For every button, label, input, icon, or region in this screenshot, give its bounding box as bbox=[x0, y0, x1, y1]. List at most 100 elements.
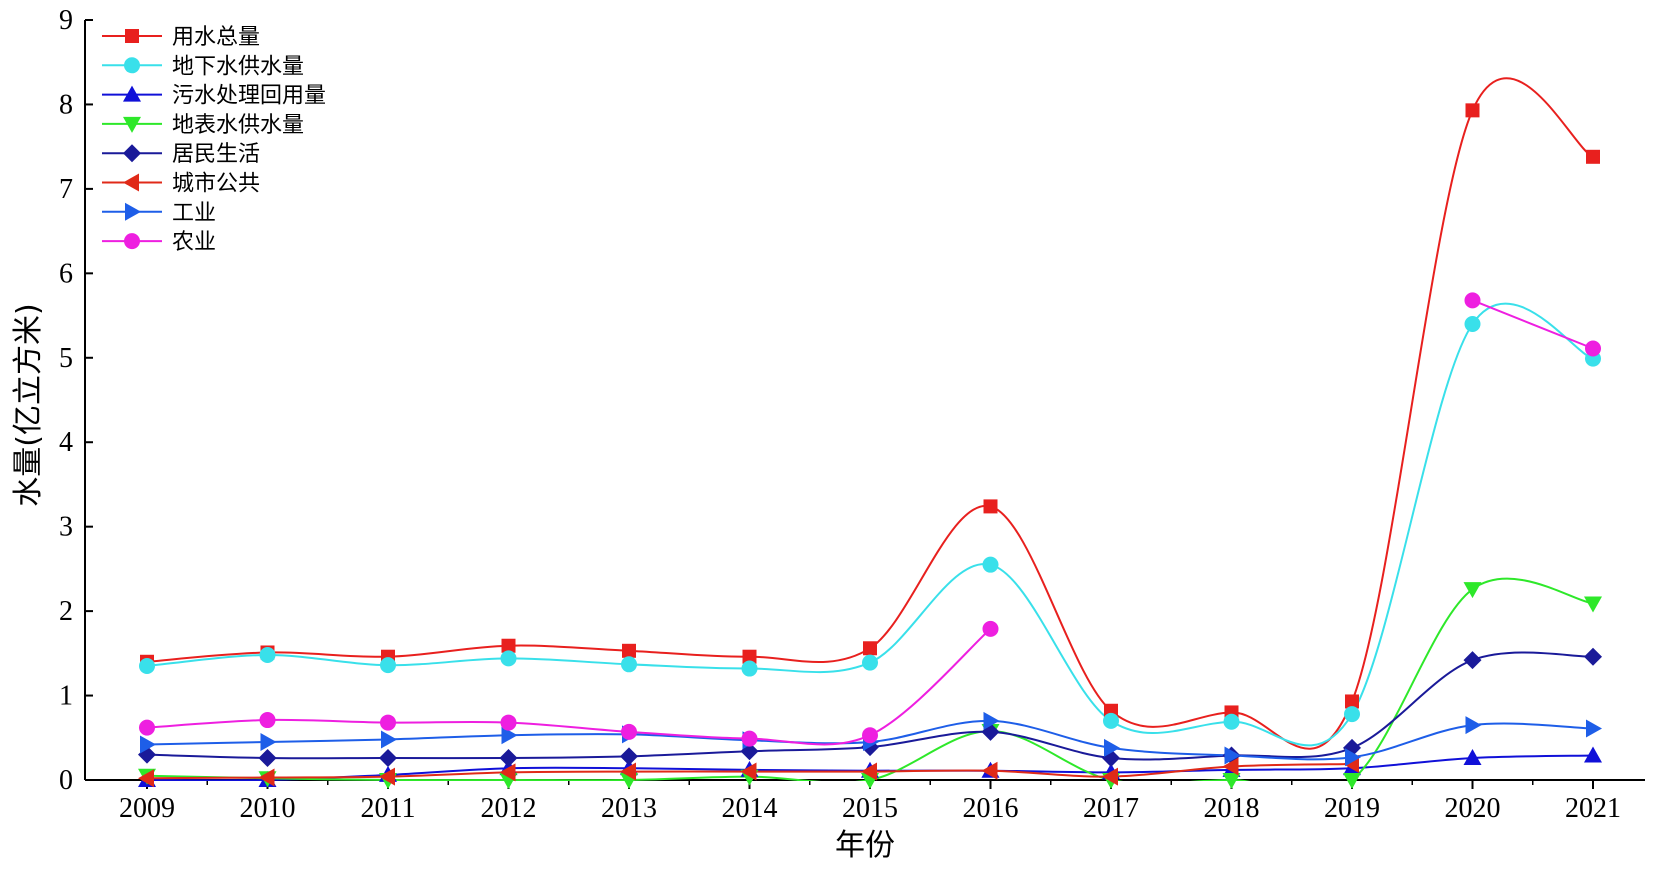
series-1-point bbox=[862, 654, 878, 671]
x-tick-label: 2019 bbox=[1324, 793, 1380, 824]
x-tick-label: 2018 bbox=[1204, 793, 1260, 824]
legend-label: 居民生活 bbox=[172, 142, 260, 167]
series-2-point bbox=[1463, 749, 1482, 766]
series-0-point bbox=[983, 499, 998, 514]
y-axis-ticks: 0 1 2 3 4 5 6 7 8 9 bbox=[59, 5, 93, 796]
series-3-point bbox=[1222, 773, 1241, 789]
x-axis-title: 年份 bbox=[835, 828, 895, 863]
series-6-point bbox=[1104, 738, 1120, 757]
x-tick-label: 2009 bbox=[119, 793, 175, 824]
x-tick-label: 2014 bbox=[722, 793, 778, 824]
series-4-point bbox=[620, 747, 638, 766]
series-5-point bbox=[499, 763, 516, 782]
series-3-point bbox=[1584, 596, 1602, 613]
y-tick-label: 1 bbox=[59, 681, 73, 712]
series-1-point bbox=[500, 650, 517, 667]
series-6-point bbox=[260, 733, 277, 751]
series-4-point bbox=[499, 749, 518, 768]
series-5-point bbox=[740, 762, 757, 781]
legend-marker bbox=[123, 85, 141, 102]
series-6-point bbox=[1224, 746, 1241, 765]
series-markers bbox=[138, 103, 1602, 789]
series-6-point bbox=[1465, 716, 1482, 735]
x-tick-label: 2020 bbox=[1445, 793, 1501, 824]
series-1-point bbox=[982, 556, 999, 573]
x-tick-label: 2021 bbox=[1565, 793, 1621, 824]
series-6-point bbox=[983, 711, 1000, 730]
series-7-point bbox=[139, 719, 155, 736]
legend-label: 用水总量 bbox=[172, 25, 260, 50]
series-7-point bbox=[380, 714, 396, 731]
series-6-point bbox=[1586, 719, 1602, 738]
series-5-point bbox=[138, 769, 154, 788]
series-7-point bbox=[982, 620, 999, 637]
series-0-point bbox=[863, 641, 877, 656]
y-tick-label: 5 bbox=[59, 343, 73, 374]
y-tick-label: 8 bbox=[59, 89, 73, 120]
series-1-point bbox=[380, 657, 396, 674]
series-7-point bbox=[741, 730, 758, 747]
series-1-point bbox=[139, 658, 155, 674]
legend-label: 工业 bbox=[172, 201, 216, 226]
series-7-point bbox=[500, 714, 517, 731]
legend-marker bbox=[124, 233, 140, 250]
series-1-point bbox=[1464, 316, 1481, 332]
x-axis-ticks: 2009 2010 2011 2012 2013 2014 2015 2016 2017 2018… bbox=[119, 780, 1621, 824]
series-7-point bbox=[1585, 340, 1601, 357]
legend-marker bbox=[123, 173, 139, 192]
series-1-point bbox=[741, 660, 758, 677]
legend-marker bbox=[125, 202, 141, 221]
legend-marker bbox=[124, 57, 140, 74]
y-tick-label: 3 bbox=[59, 512, 73, 543]
series-0-point bbox=[501, 638, 516, 653]
y-tick-label: 2 bbox=[59, 596, 73, 627]
series-3-line bbox=[146, 577, 1594, 781]
legend-marker bbox=[123, 144, 141, 163]
y-tick-label: 9 bbox=[59, 5, 73, 36]
x-tick-label: 2017 bbox=[1083, 793, 1139, 824]
x-tick-label: 2011 bbox=[361, 793, 416, 824]
series-6-point bbox=[381, 730, 397, 749]
series-6-point bbox=[1345, 748, 1361, 767]
legend-marker bbox=[123, 116, 141, 133]
series-3-point bbox=[1463, 582, 1482, 599]
series-7-point bbox=[1464, 292, 1481, 309]
series-1-point bbox=[1103, 712, 1119, 729]
series-4-point bbox=[258, 749, 277, 768]
series-0-point bbox=[622, 643, 636, 658]
legend-label: 污水处理回用量 bbox=[172, 84, 326, 109]
x-tick-label: 2010 bbox=[240, 793, 296, 824]
series-4-point bbox=[1584, 647, 1602, 666]
y-tick-label: 0 bbox=[59, 765, 73, 796]
series-6-point bbox=[140, 735, 156, 754]
series-0-point bbox=[742, 649, 757, 664]
series-0-point bbox=[1345, 694, 1359, 709]
y-tick-label: 6 bbox=[59, 258, 73, 289]
series-4-point bbox=[1463, 651, 1482, 670]
series-5-point bbox=[379, 767, 395, 786]
series-1-point bbox=[1344, 706, 1360, 723]
legend-label: 地下水供水量 bbox=[172, 54, 304, 79]
x-tick-label: 2015 bbox=[842, 793, 898, 824]
legend-label: 农业 bbox=[172, 230, 216, 255]
x-tick-label: 2012 bbox=[481, 793, 537, 824]
series-1-point bbox=[621, 656, 637, 673]
series-5-point bbox=[981, 761, 998, 780]
series-5-point bbox=[1222, 757, 1239, 776]
series-1-point bbox=[259, 647, 276, 664]
x-tick-label: 2016 bbox=[963, 793, 1019, 824]
series-1-point bbox=[1223, 713, 1240, 730]
series-5-point bbox=[258, 768, 275, 787]
series-1-line bbox=[146, 302, 1594, 747]
series-4-point bbox=[379, 749, 397, 768]
series-3-point bbox=[1343, 773, 1361, 789]
series-5-point bbox=[861, 762, 877, 781]
series-7-point bbox=[862, 727, 878, 744]
series-7-point bbox=[259, 712, 276, 729]
series-0-point bbox=[1465, 103, 1480, 118]
series-7-line bbox=[1472, 299, 1594, 350]
series-5-point bbox=[620, 762, 636, 781]
legend-label: 城市公共 bbox=[172, 172, 260, 197]
